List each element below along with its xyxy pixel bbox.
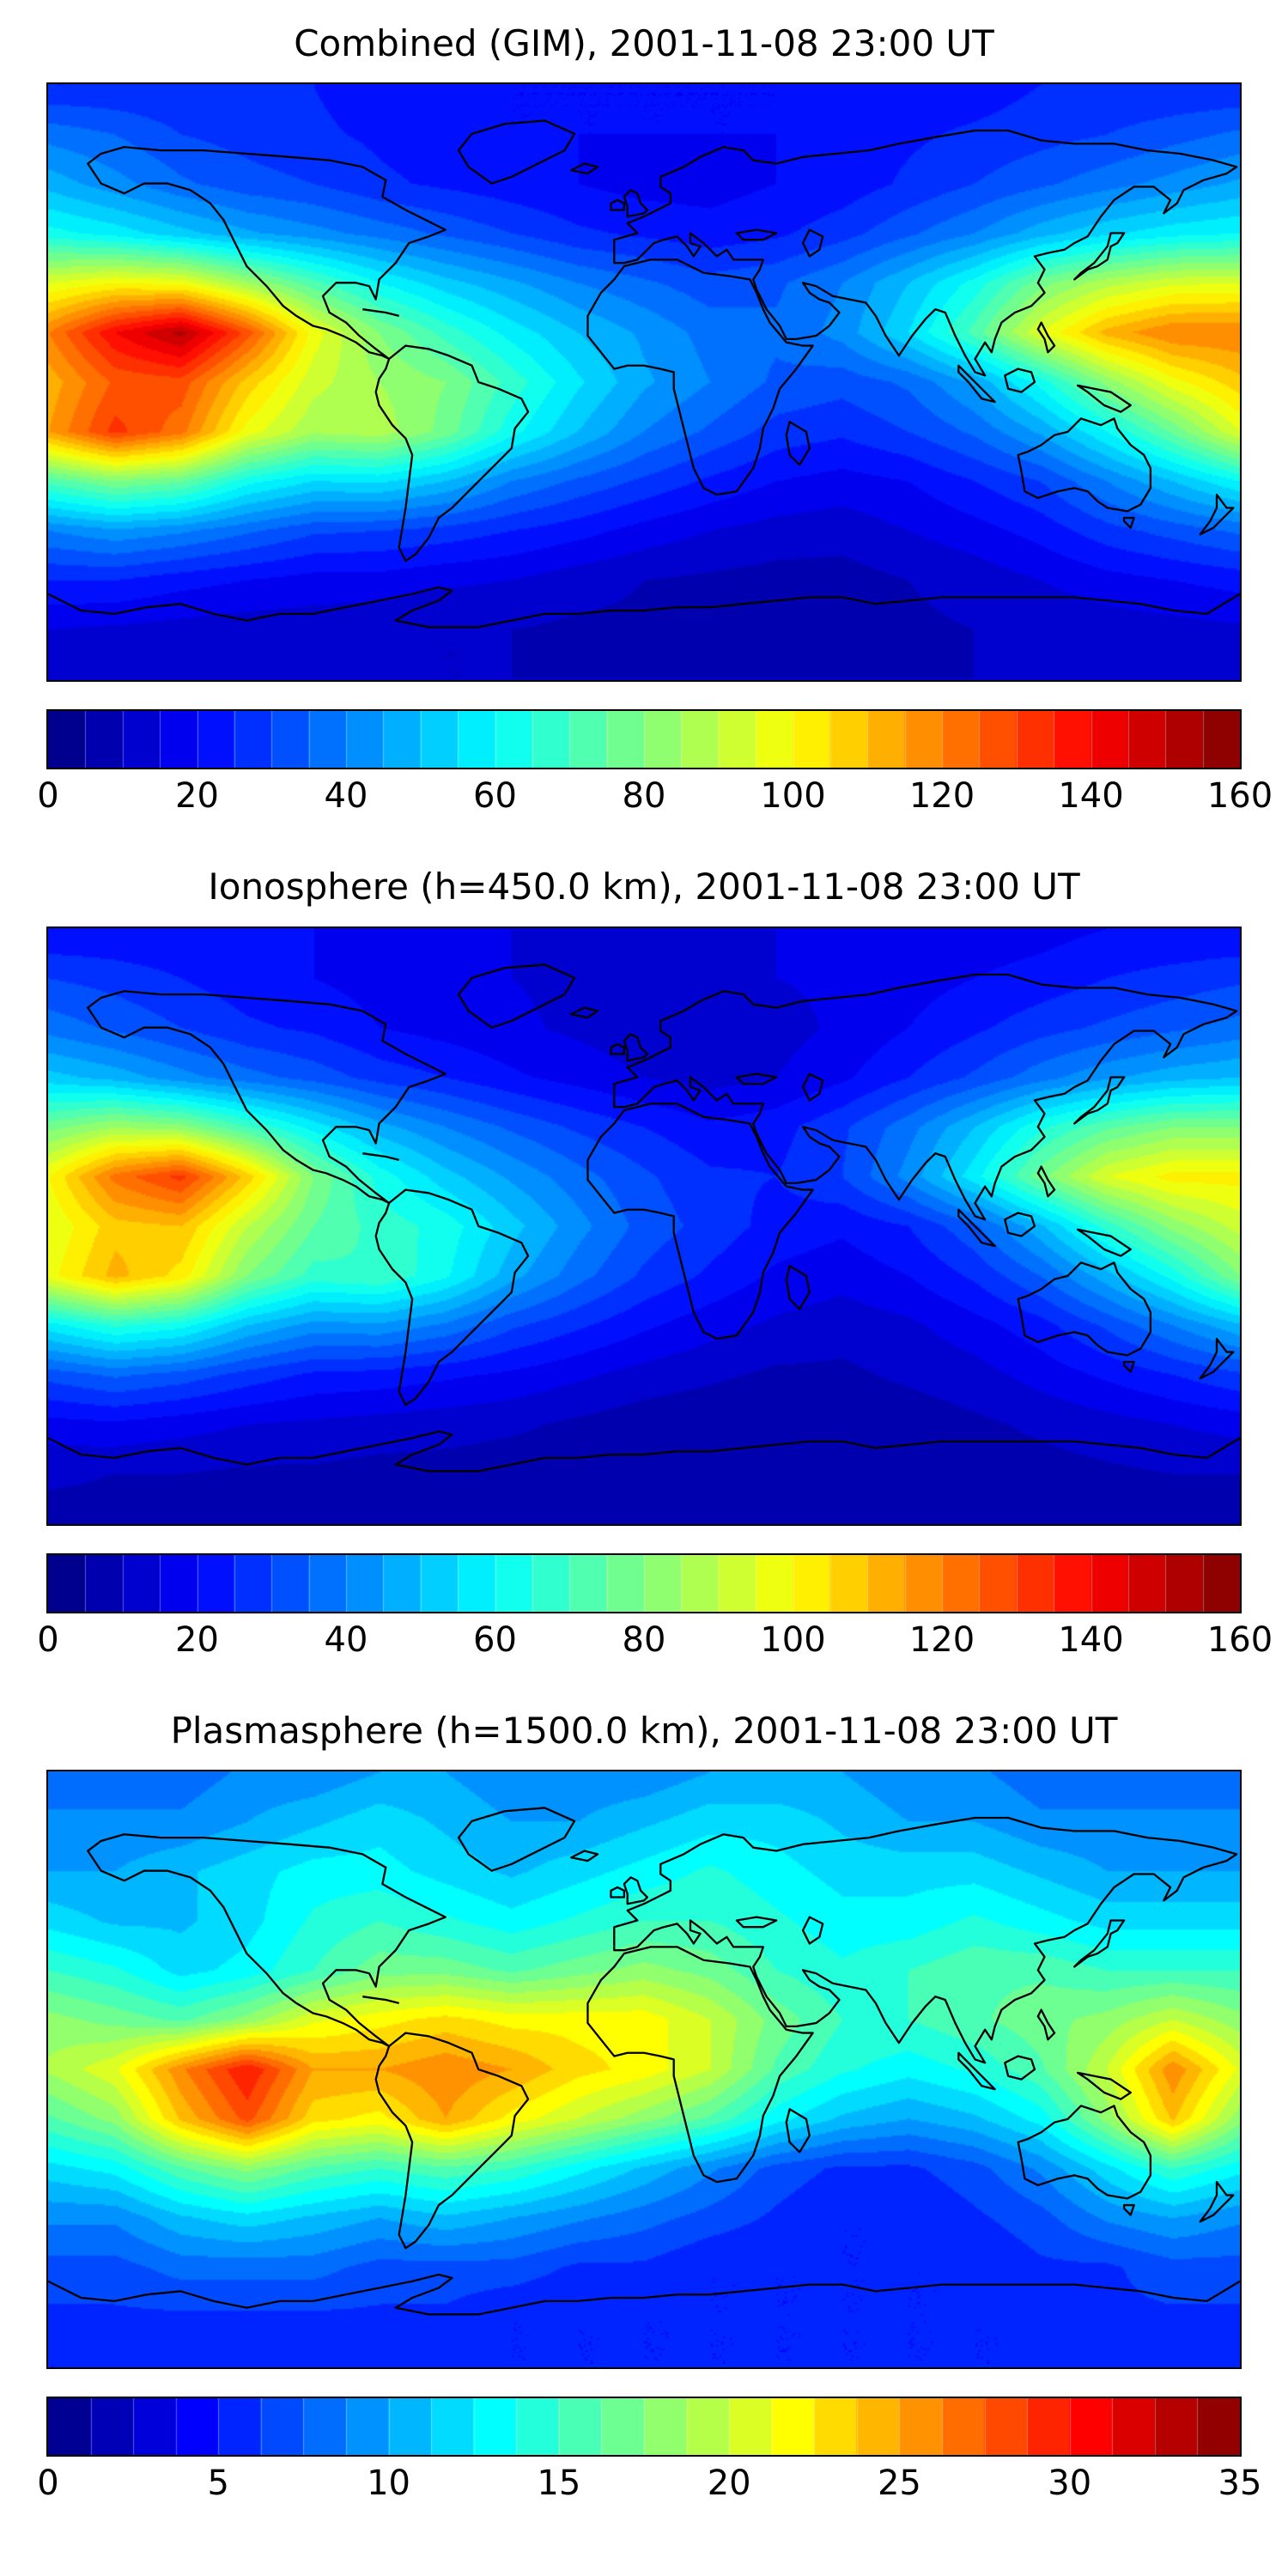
- colorbar-tick-row: 0 20 40 60 80 100 120 140 160: [37, 776, 1273, 823]
- colorbar-canvas: [48, 2398, 1240, 2456]
- map-combined-gim: [46, 82, 1242, 683]
- colorbar-tick-label: 60: [473, 776, 517, 817]
- colorbar-tick-label: 30: [1048, 2464, 1092, 2504]
- colorbar-tick-label: 20: [707, 2464, 751, 2504]
- colorbar-tick-label: 40: [324, 776, 368, 817]
- tec-heatmap-canvas: [48, 1771, 1240, 2368]
- colorbar-tick-row: 0 20 40 60 80 100 120 140 160: [37, 1619, 1273, 1667]
- colorbar-tick-label: 160: [1206, 1619, 1273, 1660]
- colorbar-combined: [46, 709, 1242, 770]
- panel-title: Plasmasphere (h=1500.0 km), 2001-11-08 2…: [170, 1709, 1118, 1752]
- coastlines-overlay: [48, 963, 1240, 1473]
- colorbar-canvas: [48, 1554, 1240, 1612]
- map-ionosphere: [46, 926, 1242, 1526]
- panel-title: Ionosphere (h=450.0 km), 2001-11-08 23:0…: [208, 866, 1080, 908]
- panel-ionosphere: Ionosphere (h=450.0 km), 2001-11-08 23:0…: [0, 866, 1288, 1666]
- colorbar-tick-label: 0: [37, 1619, 59, 1660]
- colorbar-canvas: [48, 711, 1240, 769]
- colorbar-tick-label: 10: [367, 2464, 411, 2504]
- figure-tec-maps: Combined (GIM), 2001-11-08 23:00 UT 0 20 4…: [0, 22, 1288, 2510]
- colorbar-tick-label: 160: [1206, 776, 1273, 817]
- colorbar-tick-label: 100: [760, 776, 826, 817]
- colorbar-tick-label: 20: [175, 1619, 219, 1660]
- colorbar-tick-label: 140: [1058, 776, 1124, 817]
- coastlines-overlay: [48, 1807, 1240, 2316]
- colorbar-tick-label: 35: [1218, 2464, 1262, 2504]
- colorbar-tick-label: 25: [877, 2464, 921, 2504]
- colorbar-tick-label: 80: [622, 776, 666, 817]
- colorbar-tick-label: 80: [622, 1619, 666, 1660]
- colorbar-tick-label: 5: [207, 2464, 230, 2504]
- panel-plasmasphere: Plasmasphere (h=1500.0 km), 2001-11-08 2…: [0, 1710, 1288, 2510]
- colorbar-tick-label: 40: [324, 1619, 368, 1660]
- colorbar-tick-label: 120: [908, 1619, 975, 1660]
- colorbar-tick-label: 60: [473, 1619, 517, 1660]
- panel-combined-gim: Combined (GIM), 2001-11-08 23:00 UT 0 20 4…: [0, 22, 1288, 823]
- colorbar-tick-label: 140: [1058, 1619, 1124, 1660]
- colorbar-tick-label: 120: [908, 776, 975, 817]
- colorbar-tick-label: 20: [175, 776, 219, 817]
- coastlines-overlay: [48, 119, 1240, 629]
- colorbar-tick-label: 15: [537, 2464, 581, 2504]
- panel-title: Combined (GIM), 2001-11-08 23:00 UT: [294, 22, 994, 64]
- colorbar-plasmasphere: [46, 2397, 1242, 2458]
- colorbar-tick-label: 0: [37, 776, 59, 817]
- map-plasmasphere: [46, 1770, 1242, 2370]
- tec-heatmap-canvas: [48, 927, 1240, 1524]
- colorbar-tick-label: 0: [37, 2464, 59, 2504]
- tec-heatmap-canvas: [48, 84, 1240, 681]
- colorbar-ionosphere: [46, 1552, 1242, 1613]
- colorbar-tick-row: 0 5 10 15 20 25 30 35: [37, 2464, 1261, 2510]
- colorbar-tick-label: 100: [760, 1619, 826, 1660]
